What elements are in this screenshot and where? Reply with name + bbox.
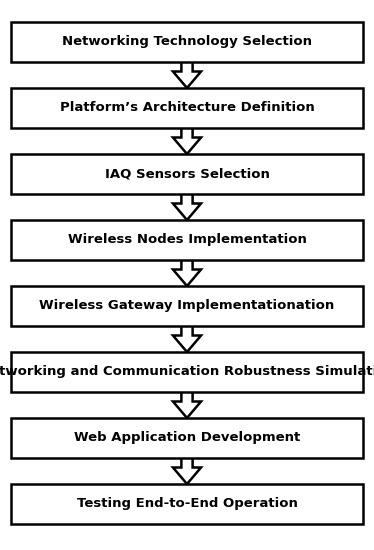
Polygon shape xyxy=(173,326,201,352)
Polygon shape xyxy=(173,128,201,154)
FancyBboxPatch shape xyxy=(11,418,363,458)
Text: Networking and Communication Robustness Simulation: Networking and Communication Robustness … xyxy=(0,365,374,378)
Text: IAQ Sensors Selection: IAQ Sensors Selection xyxy=(105,167,269,180)
Text: Wireless Gateway Implementationation: Wireless Gateway Implementationation xyxy=(39,299,335,312)
Text: Wireless Nodes Implementation: Wireless Nodes Implementation xyxy=(68,233,306,246)
Polygon shape xyxy=(173,392,201,418)
FancyBboxPatch shape xyxy=(11,286,363,326)
Polygon shape xyxy=(173,458,201,484)
Polygon shape xyxy=(173,62,201,88)
FancyBboxPatch shape xyxy=(11,484,363,524)
Polygon shape xyxy=(173,260,201,286)
FancyBboxPatch shape xyxy=(11,154,363,194)
FancyBboxPatch shape xyxy=(11,22,363,62)
Text: Networking Technology Selection: Networking Technology Selection xyxy=(62,35,312,48)
Text: Testing End-to-End Operation: Testing End-to-End Operation xyxy=(77,497,297,510)
FancyBboxPatch shape xyxy=(11,352,363,392)
FancyBboxPatch shape xyxy=(11,220,363,260)
Text: Web Application Development: Web Application Development xyxy=(74,431,300,444)
Text: Platform’s Architecture Definition: Platform’s Architecture Definition xyxy=(59,101,315,114)
FancyBboxPatch shape xyxy=(11,88,363,128)
Polygon shape xyxy=(173,194,201,220)
